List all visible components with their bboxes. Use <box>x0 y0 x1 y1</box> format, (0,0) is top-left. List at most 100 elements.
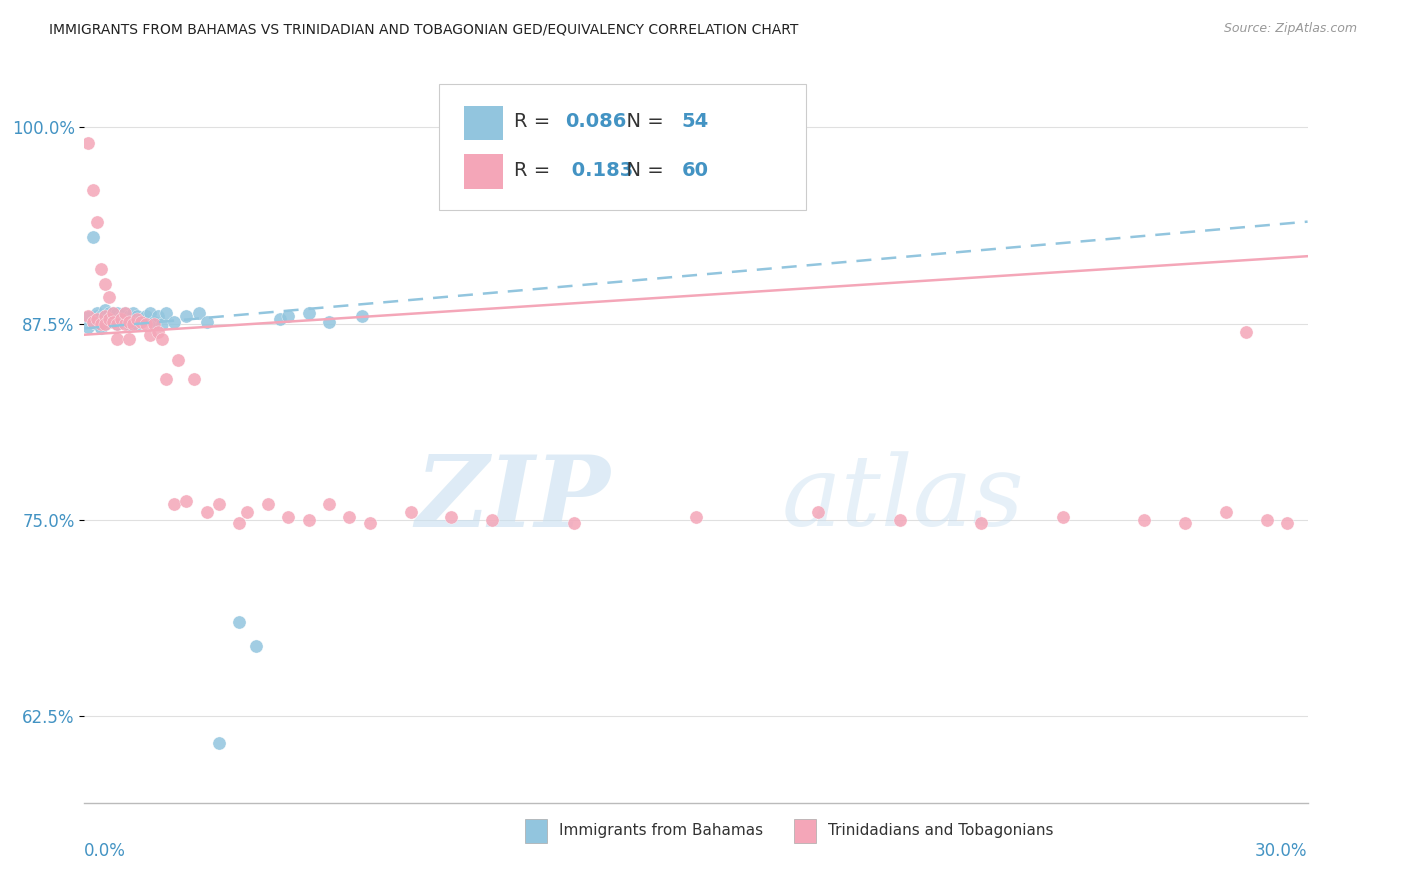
Point <box>90 318 112 333</box>
Point <box>114 312 136 326</box>
Point <box>77 136 100 150</box>
Text: Immigrants from Bahamas: Immigrants from Bahamas <box>560 823 763 838</box>
Point <box>1256 513 1278 527</box>
Point <box>77 319 100 334</box>
Point <box>97 312 120 326</box>
Point <box>889 513 911 527</box>
Point <box>90 315 112 329</box>
Point <box>481 513 503 527</box>
Point <box>105 317 128 331</box>
Point <box>146 325 169 339</box>
Point <box>562 516 585 531</box>
Text: 54: 54 <box>682 112 709 131</box>
Text: Source: ZipAtlas.com: Source: ZipAtlas.com <box>1223 22 1357 36</box>
Text: 0.086: 0.086 <box>565 112 627 131</box>
Point <box>105 306 128 320</box>
Point <box>82 183 104 197</box>
Point <box>167 352 190 367</box>
Point <box>269 312 291 326</box>
Point <box>1133 513 1156 527</box>
Point <box>245 639 267 653</box>
Point <box>90 309 112 323</box>
Point <box>155 306 177 320</box>
Point <box>97 312 120 326</box>
Text: N =: N = <box>614 161 671 180</box>
Text: 0.183: 0.183 <box>565 161 633 180</box>
Point <box>150 317 173 331</box>
FancyBboxPatch shape <box>794 819 815 843</box>
Point <box>138 327 160 342</box>
Text: IMMIGRANTS FROM BAHAMAS VS TRINIDADIAN AND TOBAGONIAN GED/EQUIVALENCY CORRELATIO: IMMIGRANTS FROM BAHAMAS VS TRINIDADIAN A… <box>49 22 799 37</box>
Point <box>970 516 993 531</box>
Point <box>93 312 115 326</box>
Point <box>236 505 259 519</box>
Point <box>142 317 165 331</box>
Point <box>318 315 340 329</box>
Point <box>359 516 381 531</box>
Point <box>77 310 100 325</box>
Point <box>127 309 149 323</box>
Point <box>93 302 115 317</box>
Point <box>93 277 115 292</box>
Point <box>1052 510 1074 524</box>
Point <box>105 333 128 347</box>
Point <box>339 510 361 524</box>
FancyBboxPatch shape <box>439 84 806 211</box>
Point <box>118 309 141 323</box>
Point <box>122 317 145 331</box>
Point <box>228 615 250 630</box>
Point <box>277 309 299 323</box>
Point <box>163 497 186 511</box>
FancyBboxPatch shape <box>524 819 547 843</box>
Text: R =: R = <box>513 112 557 131</box>
Point <box>93 317 115 331</box>
Point <box>1277 516 1299 531</box>
Point <box>93 309 115 323</box>
Point <box>122 315 145 329</box>
Text: 60: 60 <box>682 161 709 180</box>
Point <box>118 315 141 329</box>
Point <box>208 497 231 511</box>
Point <box>187 306 209 320</box>
Point <box>110 315 132 329</box>
Point <box>146 309 169 323</box>
Point <box>82 315 104 329</box>
Point <box>93 309 115 323</box>
Point <box>1215 505 1237 519</box>
Text: N =: N = <box>614 112 671 131</box>
Point <box>277 510 299 524</box>
Text: 0.0%: 0.0% <box>84 842 127 860</box>
Point <box>90 321 112 335</box>
Point <box>86 312 108 326</box>
Text: Trinidadians and Tobagonians: Trinidadians and Tobagonians <box>828 823 1053 838</box>
Point <box>105 317 128 331</box>
Point <box>97 306 120 320</box>
Text: R =: R = <box>513 161 557 180</box>
Point <box>101 306 124 320</box>
Point <box>350 309 373 323</box>
Point <box>131 312 153 326</box>
Point <box>114 306 136 320</box>
Point <box>97 290 120 304</box>
Point <box>131 315 153 329</box>
Point <box>90 317 112 331</box>
Point <box>163 315 186 329</box>
Point <box>150 333 173 347</box>
Text: 30.0%: 30.0% <box>1256 842 1308 860</box>
Point <box>174 494 197 508</box>
Point <box>135 309 157 323</box>
Point <box>127 312 149 326</box>
Point <box>101 309 124 323</box>
Text: ZIP: ZIP <box>415 451 610 548</box>
Text: atlas: atlas <box>782 451 1025 547</box>
Point <box>138 306 160 320</box>
Point <box>807 505 830 519</box>
Point <box>82 315 104 329</box>
Point <box>183 372 205 386</box>
Point <box>208 736 231 750</box>
Point <box>86 214 108 228</box>
Point <box>97 315 120 329</box>
Point <box>1174 516 1197 531</box>
FancyBboxPatch shape <box>464 105 503 140</box>
Point <box>101 315 124 329</box>
